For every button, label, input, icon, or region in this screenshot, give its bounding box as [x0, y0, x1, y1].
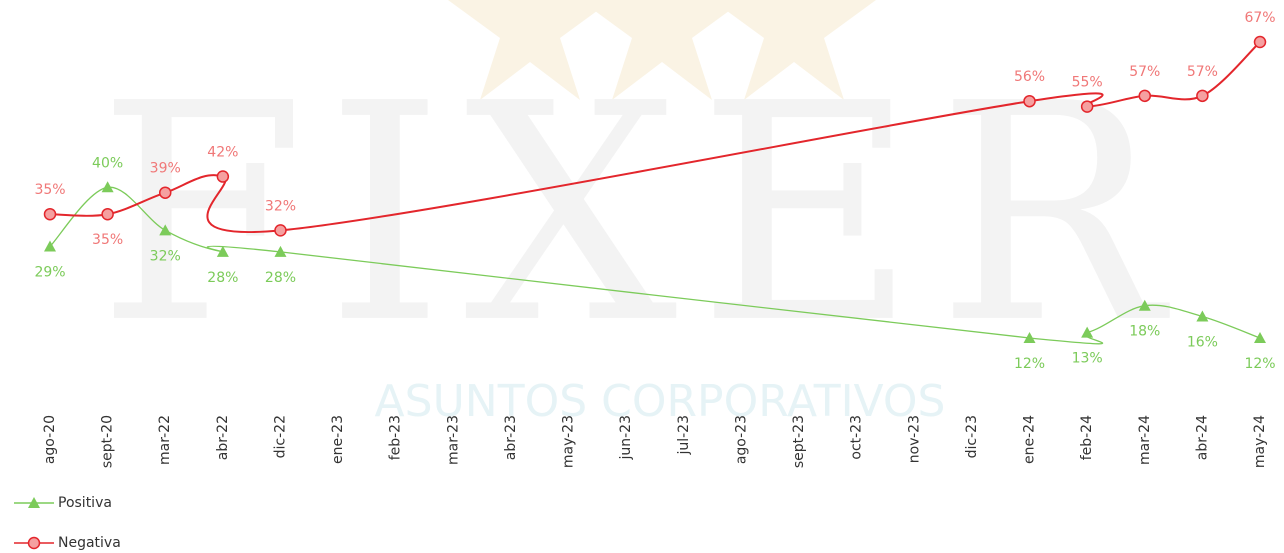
- data-label: 28%: [265, 270, 296, 286]
- x-tick-label: dic-23: [964, 415, 980, 458]
- x-tick-label: oct-23: [849, 415, 865, 460]
- marker: [101, 181, 114, 193]
- marker: [1196, 89, 1209, 103]
- series-markers: 29% 40% 32% 28% 28% 12% 13% 18% 16% 12%: [34, 155, 1275, 372]
- data-label: 35%: [34, 182, 65, 198]
- data-label: 32%: [150, 248, 181, 264]
- data-label: 57%: [1187, 64, 1218, 80]
- marker: [1253, 35, 1267, 49]
- x-tick-label: mar-23: [445, 415, 461, 465]
- x-tick-label: may-23: [561, 415, 577, 468]
- marker: [101, 207, 114, 221]
- x-tick-label: mar-22: [157, 415, 173, 465]
- data-label: 32%: [265, 198, 296, 214]
- marker: [27, 536, 41, 550]
- x-tick-label: sept-23: [791, 415, 807, 468]
- data-label: 55%: [1072, 75, 1103, 91]
- data-label: 12%: [1014, 356, 1045, 372]
- x-tick-label: jun-23: [618, 415, 634, 461]
- x-tick-label: feb-24: [1079, 415, 1095, 460]
- data-label: 35%: [92, 232, 123, 248]
- data-label: 18%: [1129, 324, 1160, 340]
- marker: [216, 245, 229, 257]
- x-tick-label: ene-23: [330, 415, 346, 464]
- marker: [274, 224, 287, 237]
- data-label: 28%: [207, 270, 238, 286]
- x-tick-label: ago-23: [733, 415, 749, 464]
- data-label: 16%: [1187, 334, 1218, 350]
- marker: [1138, 89, 1152, 103]
- marker: [216, 170, 230, 183]
- x-tick-label: ago-20: [42, 415, 58, 464]
- data-label: 29%: [34, 265, 65, 281]
- data-label: 39%: [150, 161, 181, 177]
- marker: [43, 207, 57, 221]
- marker: [159, 224, 172, 236]
- data-label: 42%: [207, 145, 238, 161]
- x-tick-label: dic-22: [272, 415, 288, 458]
- marker: [1196, 310, 1209, 322]
- watermark-tagline: ASUNTOS CORPORATIVOS: [375, 376, 946, 427]
- legend-label: Negativa: [58, 535, 121, 551]
- watermark-text: FIXER: [97, 40, 1182, 389]
- x-tick-label: abr-24: [1194, 415, 1210, 460]
- marker: [1138, 299, 1151, 311]
- data-label: 57%: [1129, 64, 1160, 80]
- series: [49, 186, 1261, 345]
- star: [712, 0, 876, 100]
- series-markers: 35% 35% 39% 42% 32% 56% 55% 57% 57% 67%: [34, 10, 1275, 248]
- marker: [158, 186, 172, 199]
- x-tick-label: abr-22: [215, 415, 231, 460]
- x-tick-label: sept-20: [100, 415, 116, 468]
- marker: [1023, 332, 1036, 343]
- legend-label: Positiva: [58, 495, 112, 511]
- marker: [274, 245, 287, 257]
- watermark: FIXER ASUNTOS CORPORATIVOS: [97, 0, 1182, 427]
- x-tick-label: may-24: [1252, 415, 1268, 468]
- line: [49, 186, 1261, 345]
- data-label: 56%: [1014, 69, 1045, 85]
- marker: [1023, 94, 1036, 108]
- marker: [1080, 100, 1094, 113]
- marker: [28, 497, 40, 508]
- marker: [44, 240, 56, 252]
- data-label: 67%: [1244, 10, 1275, 26]
- x-tick-label: ene-24: [1022, 415, 1038, 464]
- x-tick-label: nov-23: [906, 415, 922, 463]
- data-label: 12%: [1244, 356, 1275, 372]
- star: [580, 0, 744, 100]
- x-tick-label: abr-23: [503, 415, 519, 460]
- x-tick-label: feb-23: [388, 415, 404, 460]
- star: [448, 0, 612, 100]
- x-tick-label: mar-24: [1137, 415, 1153, 465]
- marker: [1254, 332, 1266, 343]
- data-label: 13%: [1072, 351, 1103, 367]
- x-tick-label: jul-23: [676, 415, 692, 456]
- data-label: 40%: [92, 155, 123, 171]
- marker: [1081, 326, 1094, 338]
